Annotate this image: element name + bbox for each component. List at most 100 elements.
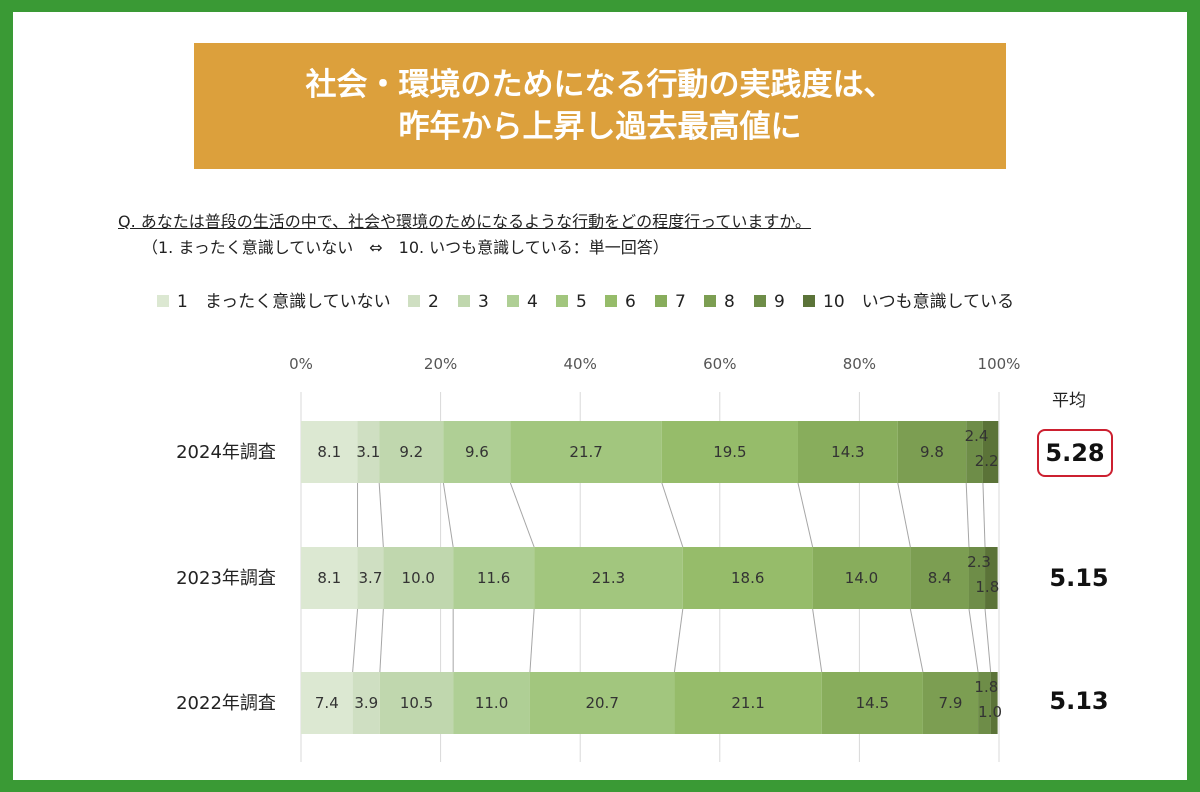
value-label-2-8: 7.9 xyxy=(939,694,963,712)
value-label-0-9: 2.4 xyxy=(965,427,989,445)
legend-swatch-8 xyxy=(704,295,716,307)
bar-segment-2-7 xyxy=(821,672,923,734)
value-label-1-2: 3.7 xyxy=(359,569,383,587)
x-tick-label-1: 20% xyxy=(424,355,457,373)
value-label-1-7: 14.0 xyxy=(845,569,878,587)
legend-label-5: 5 xyxy=(576,292,587,312)
connector-line-1-6 xyxy=(812,608,823,673)
category-label-0: 2024年調査 xyxy=(176,442,276,463)
value-label-0-1: 8.1 xyxy=(317,443,341,461)
connector-line-0-8 xyxy=(965,482,970,548)
value-label-1-4: 11.6 xyxy=(477,569,510,587)
value-label-0-7: 14.3 xyxy=(831,443,864,461)
legend-label-8: 8 xyxy=(724,292,735,312)
bar-segment-2-1 xyxy=(301,672,353,734)
x-tick-label-3: 60% xyxy=(703,355,736,373)
bar-segment-2-10 xyxy=(990,672,998,734)
bar-segment-2-9 xyxy=(978,672,991,734)
connector-line-0-2 xyxy=(378,482,384,548)
value-label-1-6: 18.6 xyxy=(731,569,764,587)
bar-segment-0-5 xyxy=(510,421,662,483)
average-highlight-box xyxy=(1037,429,1113,477)
value-label-0-2: 3.1 xyxy=(356,443,380,461)
connector-line-1-7 xyxy=(909,608,924,673)
value-label-1-5: 21.3 xyxy=(592,569,625,587)
legend-label-3: 3 xyxy=(478,292,489,312)
bar-segment-0-4 xyxy=(443,421,511,483)
headline-line-2: 昨年から上昇し過去最高値に xyxy=(398,109,802,145)
value-label-2-4: 11.0 xyxy=(475,694,508,712)
connector-line-0-6 xyxy=(797,482,814,548)
value-label-0-8: 9.8 xyxy=(920,443,944,461)
value-label-2-7: 14.5 xyxy=(856,694,889,712)
legend-label-9: 9 xyxy=(774,292,785,312)
category-label-2: 2022年調査 xyxy=(176,693,276,714)
value-label-2-9: 1.8 xyxy=(974,678,998,696)
value-label-2-1: 7.4 xyxy=(315,694,339,712)
value-label-1-8: 8.4 xyxy=(928,569,952,587)
legend-label-7: 7 xyxy=(675,292,686,312)
bar-segment-2-4 xyxy=(453,672,530,734)
legend-swatch-6 xyxy=(605,295,617,307)
bar-segment-2-8 xyxy=(922,672,979,734)
value-label-2-6: 21.1 xyxy=(731,694,764,712)
connector-line-1-4 xyxy=(529,608,535,673)
x-tick-label-4: 80% xyxy=(843,355,876,373)
bar-segment-0-8 xyxy=(897,421,967,483)
bar-segment-1-1 xyxy=(301,547,358,609)
bar-segment-1-10 xyxy=(985,547,998,609)
bar-segment-0-7 xyxy=(797,421,898,483)
connector-line-0-3 xyxy=(442,482,454,548)
connector-line-0-9 xyxy=(982,482,986,548)
bar-segment-1-7 xyxy=(812,547,911,609)
headline-banner: 社会・環境のためになる行動の実践度は、 昨年から上昇し過去最高値に xyxy=(194,43,1006,169)
bar-segment-2-2 xyxy=(352,672,380,734)
headline-line-1: 社会・環境のためになる行動の実践度は、 xyxy=(305,67,895,103)
legend-swatch-9 xyxy=(754,295,766,307)
bar-segment-1-5 xyxy=(534,547,683,609)
value-label-1-3: 10.0 xyxy=(402,569,435,587)
value-label-2-2: 3.9 xyxy=(354,694,378,712)
bar-segment-2-5 xyxy=(529,672,675,734)
legend-swatch-5 xyxy=(556,295,568,307)
connector-line-1-9 xyxy=(984,608,992,673)
bar-segment-2-6 xyxy=(674,672,822,734)
bar-segment-1-8 xyxy=(910,547,969,609)
average-value-2022: 5.13 xyxy=(1049,687,1109,715)
x-tick-label-2: 40% xyxy=(564,355,597,373)
value-label-2-10: 1.0 xyxy=(978,703,1002,721)
bar-segment-1-4 xyxy=(453,547,535,609)
legend-label-1: 1 まったく意識していない xyxy=(177,292,391,312)
bar-segment-0-6 xyxy=(661,421,798,483)
value-label-0-5: 21.7 xyxy=(569,443,602,461)
legend-swatch-7 xyxy=(655,295,667,307)
value-label-1-1: 8.1 xyxy=(317,569,341,587)
average-value-2023: 5.15 xyxy=(1049,564,1109,592)
x-tick-label-5: 100% xyxy=(978,355,1021,373)
legend-label-4: 4 xyxy=(527,292,538,312)
value-label-0-3: 9.2 xyxy=(399,443,423,461)
value-label-1-9: 2.3 xyxy=(967,553,991,571)
bar-segment-1-6 xyxy=(682,547,813,609)
survey-question: Q. あなたは普段の生活の中で、社会や環境のためになるような行動をどの程度行って… xyxy=(118,212,812,231)
legend-swatch-4 xyxy=(507,295,519,307)
connector-line-1-8 xyxy=(968,608,979,673)
bar-segment-0-9 xyxy=(966,421,983,483)
connector-line-1-5 xyxy=(673,608,684,673)
legend-swatch-1 xyxy=(157,295,169,307)
value-label-0-6: 19.5 xyxy=(713,443,746,461)
bar-segment-1-9 xyxy=(968,547,986,609)
legend-label-10: 10 いつも意識している xyxy=(823,292,1014,312)
legend-label-2: 2 xyxy=(428,292,439,312)
connector-line-1-2 xyxy=(379,608,384,673)
survey-question-note: （1. まったく意識していない ⇔ 10. いつも意識している：単一回答） xyxy=(142,238,669,257)
connector-line-1-1 xyxy=(352,608,359,673)
x-tick-label-0: 0% xyxy=(289,355,313,373)
category-label-1: 2023年調査 xyxy=(176,568,276,589)
connector-line-0-7 xyxy=(897,482,911,548)
legend-swatch-2 xyxy=(408,295,420,307)
bar-segment-1-2 xyxy=(357,547,384,609)
bar-segment-0-1 xyxy=(301,421,358,483)
